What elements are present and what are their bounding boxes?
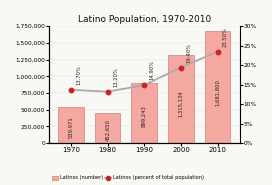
Text: 1,315,134: 1,315,134 [178, 90, 183, 117]
Bar [58, 107, 84, 143]
Text: 14.90%: 14.90% [150, 60, 155, 80]
Text: 539,971: 539,971 [69, 116, 73, 138]
Bar [131, 83, 157, 143]
Bar [168, 55, 194, 143]
Legend: Latinos (number), Latinos (percent of total population): Latinos (number), Latinos (percent of to… [50, 174, 206, 182]
Bar [95, 113, 120, 143]
Text: 19.40%: 19.40% [186, 43, 191, 63]
Bar [205, 31, 230, 143]
Text: 13.20%: 13.20% [113, 67, 118, 87]
Text: 1,681,800: 1,681,800 [215, 79, 220, 106]
Title: Latino Population, 1970-2010: Latino Population, 1970-2010 [78, 15, 211, 24]
Text: 23.50%: 23.50% [223, 27, 228, 47]
Text: 899,243: 899,243 [142, 105, 147, 127]
Text: 13.70%: 13.70% [76, 65, 82, 85]
Text: 452,650: 452,650 [105, 119, 110, 140]
